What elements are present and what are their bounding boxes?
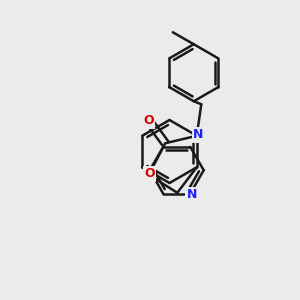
Text: N: N [187,188,197,201]
Text: O: O [143,114,154,127]
Text: O: O [144,167,155,180]
Text: N: N [193,128,203,141]
